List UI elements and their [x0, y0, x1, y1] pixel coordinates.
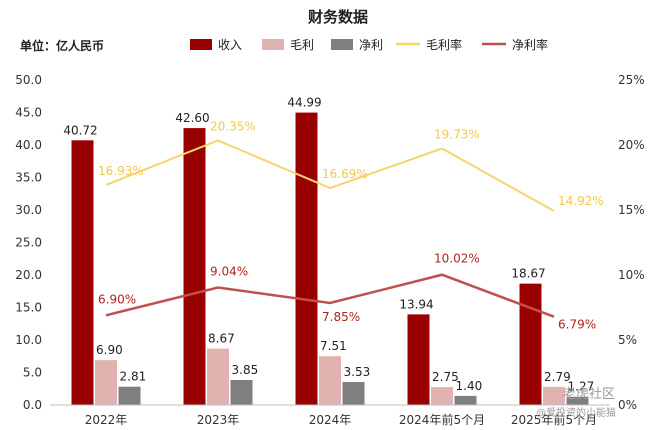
bar-value-label: 2.81	[120, 370, 147, 384]
y-right-tick-label: 5%	[618, 333, 637, 347]
line-value-label: 9.04%	[210, 264, 248, 278]
bar	[454, 395, 477, 405]
bar	[319, 356, 341, 405]
bar	[71, 140, 94, 405]
y-left-tick-label: 50.0	[15, 73, 42, 87]
y-left-tick-label: 10.0	[15, 333, 42, 347]
bars	[71, 112, 589, 405]
legend-label: 净利	[359, 38, 383, 52]
y-right-tick-label: 0%	[618, 398, 637, 412]
legend-swatch	[190, 39, 212, 50]
y-axis-right: 0% 5% 10% 15% 20% 25%	[618, 73, 645, 412]
line-series	[105, 273, 555, 318]
bar-value-label: 42.60	[175, 111, 209, 125]
watermark-handle: @爱投资的小能猫	[536, 406, 616, 419]
line-value-label: 14.92%	[558, 194, 604, 208]
line-value-label: 10.02%	[434, 252, 480, 266]
bar	[230, 379, 253, 405]
bar	[566, 396, 589, 405]
bar	[431, 387, 453, 405]
bar-value-label: 7.51	[320, 339, 347, 353]
bar	[183, 128, 206, 405]
y-right-tick-label: 15%	[618, 203, 645, 217]
legend-label: 收入	[218, 38, 242, 52]
bar-value-label: 2.75	[432, 370, 459, 384]
bar	[407, 314, 430, 405]
y-left-tick-label: 20.0	[15, 268, 42, 282]
y-right-tick-label: 25%	[618, 73, 645, 87]
line-value-label: 20.35%	[210, 119, 256, 133]
line-value-label: 6.79%	[558, 318, 596, 332]
y-left-tick-label: 45.0	[15, 106, 42, 120]
bar	[95, 360, 117, 405]
bar	[342, 382, 365, 405]
lines	[105, 139, 555, 318]
x-tick-label: 2024年前5个月	[399, 412, 485, 427]
line-value-label: 7.85%	[322, 310, 360, 324]
legend-label: 净利率	[512, 37, 548, 52]
bar-value-label: 1.40	[456, 379, 483, 393]
y-left-tick-label: 35.0	[15, 171, 42, 185]
bar-value-label: 8.67	[208, 332, 235, 346]
bar-value-label: 1.27	[568, 380, 595, 394]
bar	[207, 348, 229, 405]
line-series	[105, 139, 555, 212]
x-tick-label: 2022年	[85, 413, 128, 427]
x-tick-label: 2025年前5个月	[511, 412, 597, 427]
y-right-tick-label: 20%	[618, 138, 645, 152]
data-labels: 40.72 6.90 2.81 42.60 8.67 3.85 44.99 7.51 3.53 1…	[63, 96, 603, 394]
line-value-label: 6.90%	[98, 292, 136, 306]
bar-value-label: 13.94	[399, 297, 433, 311]
bar-value-label: 2.79	[544, 370, 571, 384]
y-left-tick-label: 25.0	[15, 236, 42, 250]
bar-value-label: 18.67	[511, 267, 545, 281]
y-axis-left: 0.0 5.0 10.0 15.0 20.0 25.0 30.0 35.0 40.0 45.0 50…	[15, 73, 42, 412]
chart-title: 财务数据	[308, 8, 368, 26]
bar	[295, 112, 318, 405]
x-tick-label: 2024年	[309, 413, 352, 427]
y-left-tick-label: 30.0	[15, 203, 42, 217]
bar	[519, 283, 542, 405]
bar	[118, 386, 141, 405]
bar-value-label: 3.85	[232, 363, 259, 377]
bar-value-label: 3.53	[344, 365, 371, 379]
bar-value-label: 40.72	[63, 123, 97, 137]
line-value-label: 16.93%	[98, 164, 144, 178]
y-right-tick-label: 10%	[618, 268, 645, 282]
legend-swatch	[331, 39, 353, 50]
watermark: 老虎社区 @爱投资的小能猫	[536, 386, 616, 419]
line-value-label: 16.69%	[322, 167, 368, 181]
bar-value-label: 44.99	[287, 96, 321, 110]
y-left-tick-label: 5.0	[23, 366, 42, 380]
y-left-tick-label: 0.0	[23, 398, 42, 412]
x-axis-ticks: 2022年 2023年 2024年 2024年前5个月 2025年前5个月	[85, 412, 597, 427]
y-left-tick-label: 40.0	[15, 138, 42, 152]
y-left-tick-label: 15.0	[15, 301, 42, 315]
watermark-text: 老虎社区	[563, 386, 615, 402]
line-value-label: 19.73%	[434, 128, 480, 142]
legend: 收入 毛利 净利 毛利率 净利率	[190, 37, 548, 52]
legend-label: 毛利率	[426, 37, 462, 52]
legend-label: 毛利	[290, 38, 314, 52]
unit-label: 单位：亿人民币	[20, 38, 104, 53]
x-tick-label: 2023年	[197, 413, 240, 427]
bar-value-label: 6.90	[96, 343, 123, 357]
legend-swatch	[262, 39, 284, 50]
bar	[543, 386, 565, 405]
